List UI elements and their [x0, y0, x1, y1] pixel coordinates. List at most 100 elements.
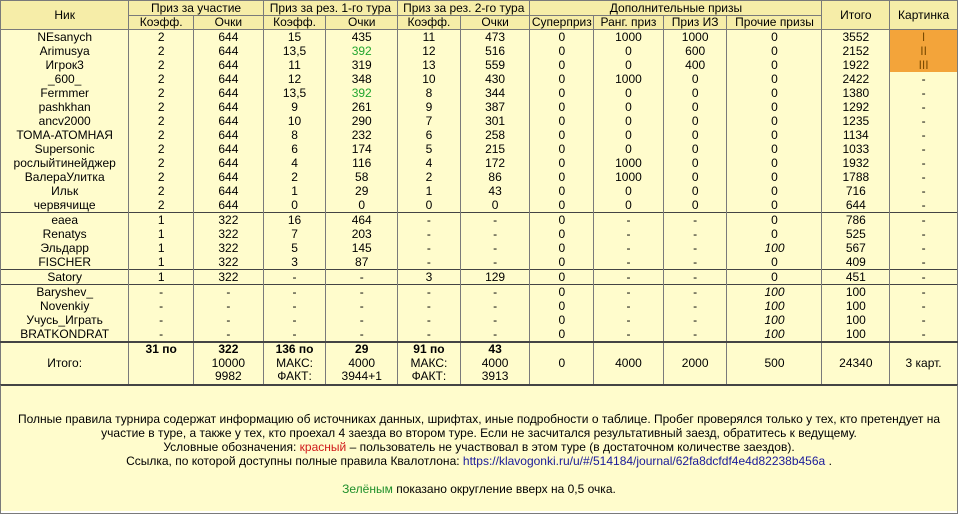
col-round2-coef[interactable]: Коэфф. — [397, 15, 461, 30]
cell-iz-prize: - — [662, 299, 728, 313]
cell-part-points: 644 — [193, 72, 264, 86]
cell-r1-points: 392 — [325, 86, 399, 100]
col-total[interactable]: Итого — [821, 0, 891, 30]
col-participation-points[interactable]: Очки — [193, 15, 264, 30]
cell-r2-coef: - — [397, 284, 461, 299]
cell-total: 644 — [821, 198, 891, 213]
cell-total: 1134 — [821, 128, 891, 142]
cell-nick[interactable]: червячище — [0, 198, 130, 213]
cell-part-points: 322 — [193, 269, 264, 285]
cell-other-prizes: 0 — [726, 227, 823, 241]
cell-nick[interactable]: рослыйтинейджер — [0, 156, 130, 170]
table-row: Arimusya 2 644 13,5 392 12 516 0 0 600 0 2152 II — [0, 44, 958, 58]
col-round1-points[interactable]: Очки — [325, 15, 399, 30]
cell-r2-points: 516 — [459, 44, 531, 58]
cell-nick[interactable]: eaea — [0, 212, 130, 227]
cell-nick[interactable]: Novenkiy — [0, 299, 130, 313]
col-participation[interactable]: Приз за участие — [128, 0, 264, 16]
col-round2[interactable]: Приз за рез. 2-го тура — [397, 0, 531, 16]
cell-other-prizes: 100 — [726, 241, 823, 255]
cell-nick[interactable]: Учусь_Играть — [0, 313, 130, 327]
cell-part-points: - — [193, 299, 264, 313]
cell-other-prizes: 100 — [726, 284, 823, 299]
cell-total: 100 — [821, 284, 891, 299]
rules-link[interactable]: https://klavogonki.ru/u/#/514184/journal… — [462, 453, 826, 468]
cell-part-coef: 2 — [128, 156, 194, 170]
cell-r2-coef: - — [397, 327, 461, 342]
cell-part-points: 322 — [193, 241, 264, 255]
cell-nick[interactable]: Arimusya — [0, 44, 130, 58]
cell-r2-points: - — [459, 212, 531, 227]
cell-r2-coef: 2 — [397, 170, 461, 184]
cell-other-prizes: 0 — [726, 269, 823, 285]
cell-r2-coef: - — [397, 241, 461, 255]
table-row: ancv2000 2 644 10 290 7 301 0 0 0 0 1235- — [0, 114, 958, 128]
cell-nick[interactable]: Ильк — [0, 184, 130, 198]
cell-part-coef: 1 — [128, 255, 194, 270]
cell-iz-prize: - — [662, 327, 728, 342]
cell-r1-coef: 8 — [262, 128, 327, 142]
col-iz-prize[interactable]: Приз ИЗ — [662, 15, 728, 30]
cell-nick[interactable]: ТОМА-АТОМНАЯ — [0, 128, 130, 142]
table-row: Учусь_Играть - - - - - -0- -100 100- — [0, 313, 958, 327]
cell-nick[interactable]: Игрок3 — [0, 58, 130, 72]
cell-nick[interactable]: ancv2000 — [0, 114, 130, 128]
cell-total: 1380 — [821, 86, 891, 100]
cell-nick[interactable]: ВалераУлитка — [0, 170, 130, 184]
cell-part-coef: 2 — [128, 114, 194, 128]
col-other-prizes[interactable]: Прочие призы — [726, 15, 823, 30]
link-prefix: Ссылка, по которой доступны полные прави… — [126, 453, 460, 468]
col-round1[interactable]: Приз за рез. 1-го тура — [262, 0, 399, 16]
cell-rank-prize: - — [593, 255, 664, 270]
cell-nick[interactable]: BRATKONDRAT — [0, 327, 130, 342]
cell-iz-prize: 0 — [662, 114, 728, 128]
cell-total: 100 — [821, 327, 891, 342]
cell-nick[interactable]: Renatys — [0, 227, 130, 241]
cell-r2-coef: 5 — [397, 142, 461, 156]
cell-r1-coef: 13,5 — [262, 86, 327, 100]
table-row: Ильк 2 644 1 29 1 43 0 0 0 0 716- — [0, 184, 958, 198]
col-round2-points[interactable]: Очки — [459, 15, 531, 30]
cell-superprize: 0 — [529, 241, 595, 255]
cell-nick[interactable]: _600_ — [0, 72, 130, 86]
cell-rank-prize: 1000 — [593, 29, 664, 44]
cell-other-prizes: 0 — [726, 58, 823, 72]
table-row: ТОМА-АТОМНАЯ 2 644 8 232 6 258 0 0 0 0 1134- — [0, 128, 958, 142]
cell-nick[interactable]: Satory — [0, 269, 130, 285]
col-nick[interactable]: Ник — [0, 0, 130, 30]
cell-superprize: 0 — [529, 114, 595, 128]
cell-r2-coef: - — [397, 227, 461, 241]
cell-r2-coef: 4 — [397, 156, 461, 170]
cell-part-points: 644 — [193, 100, 264, 114]
cell-part-coef: 2 — [128, 100, 194, 114]
cell-nick[interactable]: Fermmer — [0, 86, 130, 100]
cell-picture: - — [889, 227, 958, 241]
cell-part-coef: - — [128, 313, 194, 327]
cell-picture: - — [889, 212, 958, 227]
cell-nick[interactable]: Baryshev_ — [0, 284, 130, 299]
cell-iz-prize: 600 — [662, 44, 728, 58]
cell-nick[interactable]: pashkhan — [0, 100, 130, 114]
cell-part-coef: - — [128, 284, 194, 299]
cell-other-prizes: 0 — [726, 184, 823, 198]
col-superprize[interactable]: Суперприз — [529, 15, 595, 30]
cell-superprize: 0 — [529, 269, 595, 285]
cell-nick[interactable]: Supersonic — [0, 142, 130, 156]
col-extra[interactable]: Дополнительные призы — [529, 0, 823, 16]
col-round1-coef[interactable]: Коэфф. — [262, 15, 327, 30]
cell-picture: - — [889, 299, 958, 313]
cell-r1-coef: 11 — [262, 58, 327, 72]
cell-r2-coef: 13 — [397, 58, 461, 72]
cell-other-prizes: 0 — [726, 114, 823, 128]
cell-r1-points: 464 — [325, 212, 399, 227]
cell-other-prizes: 0 — [726, 156, 823, 170]
col-rank-prize[interactable]: Ранг. приз — [593, 15, 664, 30]
col-picture[interactable]: Картинка — [889, 0, 958, 30]
cell-nick[interactable]: FISCHER — [0, 255, 130, 270]
cell-nick[interactable]: NEsanych — [0, 29, 130, 44]
cell-total: 100 — [821, 299, 891, 313]
legend-prefix: Условные обозначения: — [163, 439, 297, 454]
cell-nick[interactable]: Эльдарр — [0, 241, 130, 255]
col-participation-coef[interactable]: Коэфф. — [128, 15, 194, 30]
cell-other-prizes: 100 — [726, 327, 823, 342]
